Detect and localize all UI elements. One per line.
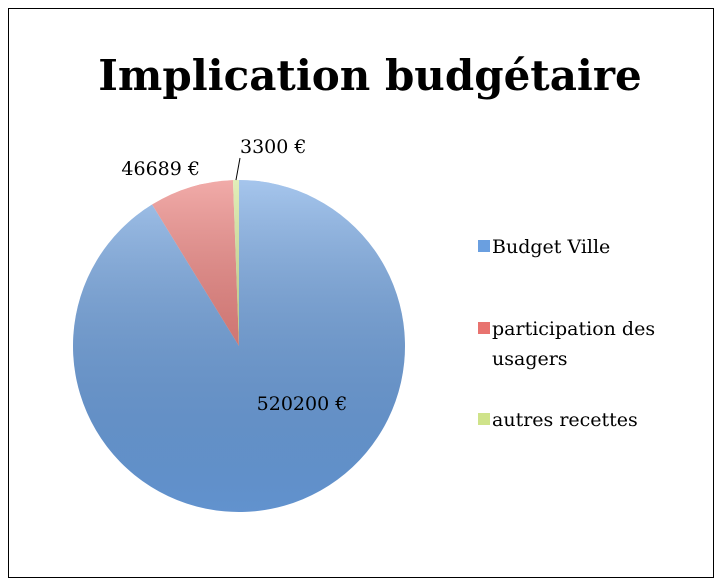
leader-line [235,157,241,181]
legend-label: autres recettes [492,409,638,431]
data-label: 520200 € [257,393,348,415]
legend-swatch [478,413,490,425]
legend-swatch [478,322,490,334]
legend-item: Budget Ville [478,232,678,262]
legend-item: participation des usagers [478,314,678,374]
data-label: 3300 € [240,136,306,158]
legend-item: autres recettes [478,405,678,435]
legend-swatch [478,240,490,252]
chart-frame [8,8,714,578]
chart-title: Implication budgétaire [98,51,641,100]
data-label: 46689 € [121,158,200,180]
legend-label: participation des usagers [492,318,656,370]
legend-label: Budget Ville [492,236,611,258]
